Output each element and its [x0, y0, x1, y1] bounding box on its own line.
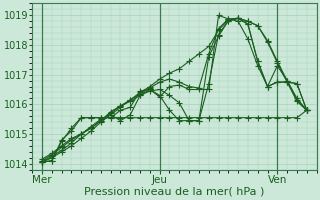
X-axis label: Pression niveau de la mer( hPa ): Pression niveau de la mer( hPa ) — [84, 187, 265, 197]
